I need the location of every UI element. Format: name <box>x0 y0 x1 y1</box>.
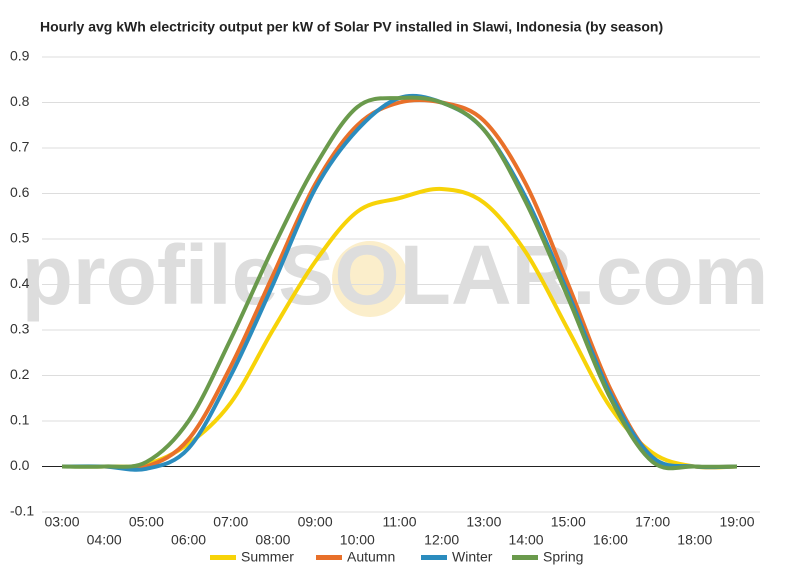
y-tick-label: 0.6 <box>10 184 30 200</box>
series-line <box>61 95 738 471</box>
x-tick-label: 11:00 <box>383 514 417 530</box>
legend-swatch <box>210 555 236 560</box>
y-tick-label: 0.8 <box>10 93 30 109</box>
x-tick-label: 12:00 <box>424 532 459 548</box>
legend-label: Autumn <box>347 549 395 565</box>
x-tick-label: 05:00 <box>129 514 164 530</box>
x-tick-label: 15:00 <box>551 514 586 530</box>
legend-swatch <box>316 555 342 560</box>
watermark-sun <box>332 241 408 317</box>
x-tick-label: 17:00 <box>635 514 670 530</box>
y-tick-label: 0.5 <box>10 230 30 246</box>
y-tick-label: 0.4 <box>10 275 30 291</box>
x-tick-label: 13:00 <box>466 514 501 530</box>
x-tick-label: 16:00 <box>593 532 628 548</box>
y-tick-label: 0.0 <box>10 457 30 473</box>
x-tick-label: 18:00 <box>677 532 712 548</box>
legend-swatch <box>421 555 447 560</box>
y-tick-label: 0.9 <box>10 48 30 64</box>
y-tick-label: 0.1 <box>10 412 30 428</box>
y-tick-label: -0.1 <box>10 503 34 519</box>
y-tick-label: 0.3 <box>10 321 30 337</box>
x-tick-label: 06:00 <box>171 532 206 548</box>
x-tick-label: 08:00 <box>255 532 290 548</box>
x-tick-label: 03:00 <box>44 514 79 530</box>
x-tick-label: 07:00 <box>213 514 248 530</box>
legend-label: Summer <box>241 549 294 565</box>
x-tick-label: 19:00 <box>719 514 754 530</box>
x-tick-label: 04:00 <box>87 532 122 548</box>
x-tick-label: 10:00 <box>340 532 375 548</box>
x-tick-label: 14:00 <box>509 532 544 548</box>
chart-title: Hourly avg kWh electricity output per kW… <box>40 19 663 35</box>
legend-label: Winter <box>452 549 493 565</box>
legend-label: Spring <box>543 549 583 565</box>
y-tick-label: 0.2 <box>10 366 30 382</box>
legend-swatch <box>512 555 538 560</box>
y-tick-label: 0.7 <box>10 139 30 155</box>
x-tick-label: 09:00 <box>298 514 333 530</box>
watermark: profileSOLAR.com <box>22 228 769 322</box>
